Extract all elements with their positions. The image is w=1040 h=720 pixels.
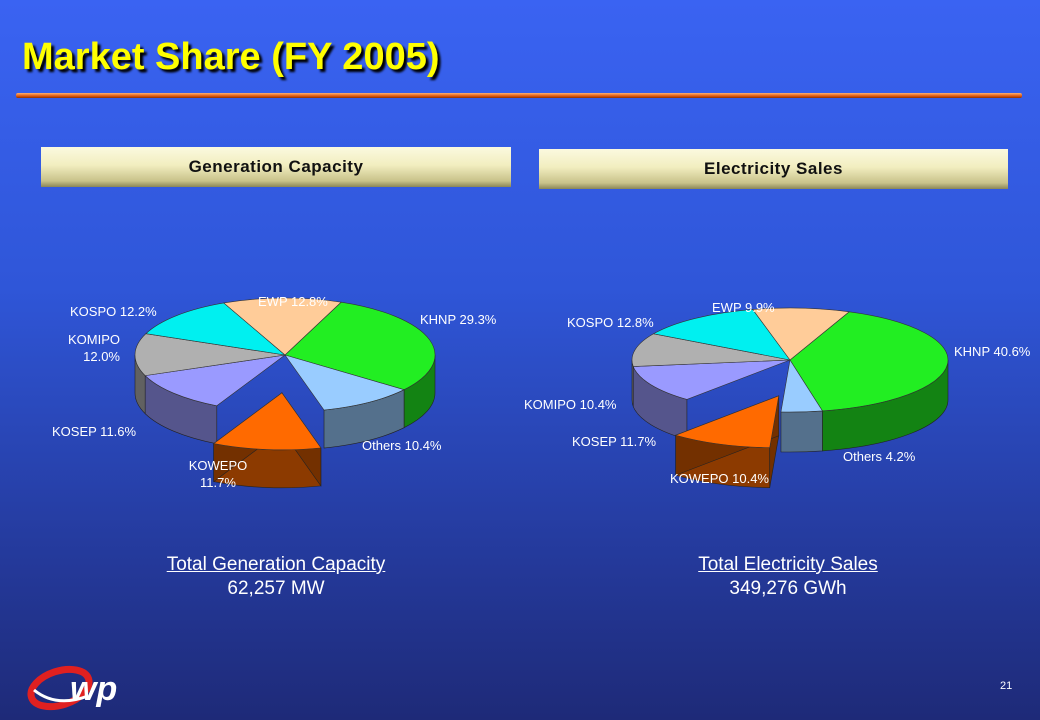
pie-label-kospo: KOSPO 12.2% (70, 304, 157, 319)
page-number: 21 (1000, 680, 1013, 692)
pie-label-others: Others 10.4% (362, 438, 442, 453)
pie-label-khnp: KHNP 29.3% (420, 312, 497, 327)
pie-label-others: Others 4.2% (843, 449, 916, 464)
title-underline (16, 93, 1022, 98)
total-electricity-sales: Total Electricity Sales 349,276 GWh (618, 553, 958, 601)
slide-title: Market Share (FY 2005) (22, 36, 440, 78)
total-generation-caption: Total Generation Capacity (166, 554, 386, 575)
pie-slice-ewp (752, 307, 850, 361)
pie-label-kosep: KOSEP 11.7% (572, 434, 657, 449)
pie-slice-kosep (632, 359, 791, 440)
pie-slice-kowepo (674, 395, 780, 489)
pie-slice-ewp (223, 297, 342, 356)
pie-label-kospo: KOSPO 12.8% (567, 315, 654, 330)
pie-slice-kowepo (212, 391, 322, 489)
pie-chart-sales: KHNP 40.6% Others 4.2% KOWEPO 10.4% KOSEP 1… (524, 300, 1031, 489)
pie-slice-kosep (144, 354, 286, 445)
pie-slice-others (284, 354, 405, 449)
total-generation-value: 62,257 MW (227, 578, 325, 599)
pie-slice-others (780, 359, 823, 453)
pie-label-kosep: KOSEP 11.6% (52, 424, 137, 439)
ewp-logo-icon: wp (27, 665, 117, 711)
pie-label-komipo: KOMIPO 10.4% (524, 397, 617, 412)
electricity-sales-header: Electricity Sales (539, 149, 1008, 189)
pie-label-khnp: KHNP 40.6% (954, 344, 1031, 359)
total-sales-caption: Total Electricity Sales (698, 554, 878, 575)
pie-label-kowepo: KOWEPO 10.4% (670, 471, 769, 486)
pie-label-ewp: EWP 9.9% (712, 300, 775, 315)
total-sales-value: 349,276 GWh (729, 578, 847, 599)
pie-slice-khnp (284, 301, 436, 429)
pie-chart-generation: KHNP 29.3% Others 10.4% KOWEPO 11.7% KOSEP 1… (52, 294, 497, 490)
pie-label-ewp: EWP 12.8% (258, 294, 328, 309)
pie-slice-komipo (631, 333, 791, 407)
generation-capacity-header: Generation Capacity (41, 147, 511, 187)
pie-slice-kospo (145, 302, 287, 356)
svg-text:wp: wp (70, 670, 117, 708)
total-generation-capacity: Total Generation Capacity 62,257 MW (106, 553, 446, 601)
pie-label-kowepo: KOWEPO 11.7% (189, 458, 248, 490)
pie-slice-kospo (652, 309, 791, 361)
pie-slice-khnp (789, 311, 949, 452)
pie-label-komipo: KOMIPO 12.0% (68, 332, 120, 364)
pie-slice-komipo (134, 333, 286, 415)
